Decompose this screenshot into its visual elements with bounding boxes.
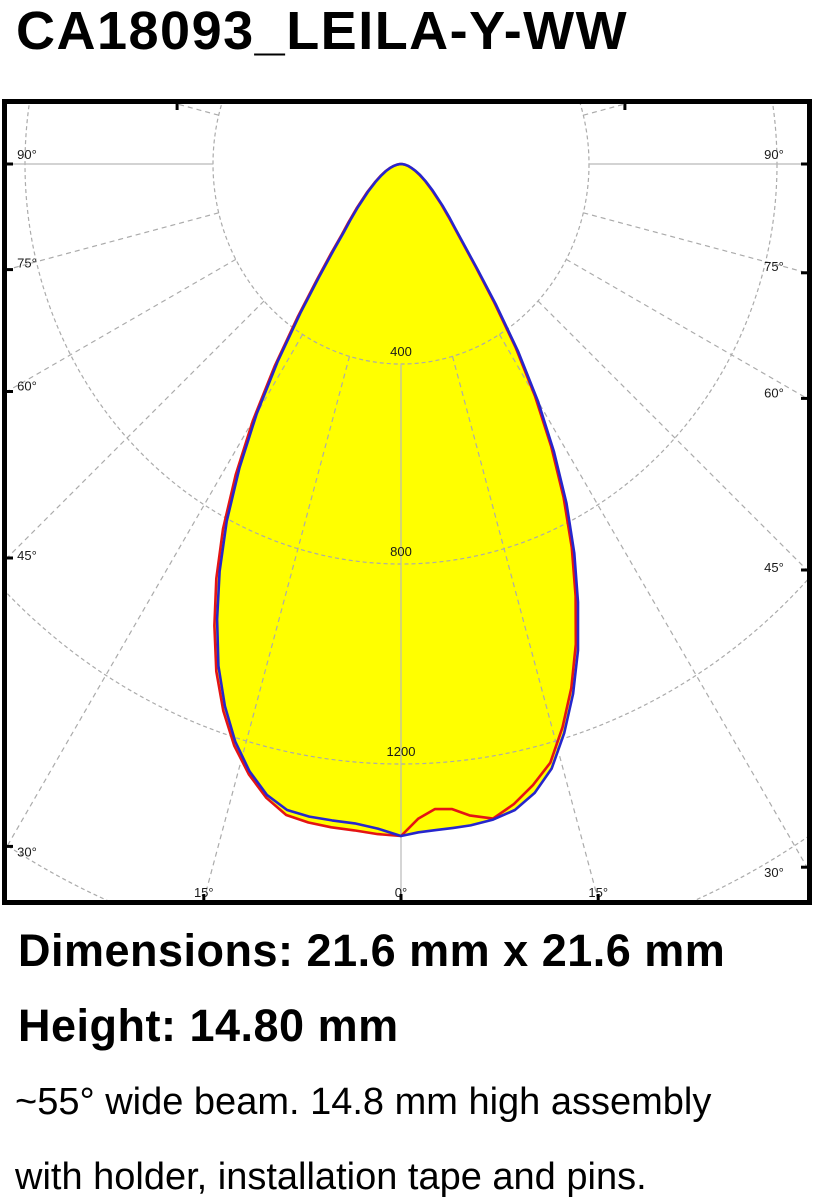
polar-diagram-svg: 400 800 1200 90° 90° 75° 75° 60° 60° 45° 45° 30° 30°… [2, 99, 812, 905]
angle-label-left-15: 15° [194, 885, 214, 900]
angle-label-right-15: 15° [588, 885, 608, 900]
grid-ray-45deg [537, 300, 807, 571]
angle-label-left-60: 60° [17, 379, 37, 394]
ring-label-400: 400 [390, 344, 412, 359]
spec-dimensions: Dimensions: 21.6 mm x 21.6 mm [18, 925, 726, 976]
angle-label-right-60: 60° [764, 385, 784, 400]
grid-ray-105deg [583, 104, 626, 116]
angle-label-left-90: 90° [17, 147, 37, 162]
beam-description-line2: with holder, installation tape and pins. [15, 1156, 647, 1198]
angle-label-right-90: 90° [764, 147, 784, 162]
angle-label-left-30: 30° [17, 844, 37, 859]
beam-fill-plane-C90 [217, 164, 578, 836]
grid-ray--60deg [7, 258, 237, 393]
ring-label-800: 800 [390, 544, 412, 559]
page-title: CA18093_LEILA-Y-WW [16, 1, 629, 61]
angle-label-left-45: 45° [17, 548, 37, 563]
grid-ray-75deg [583, 212, 807, 274]
grid-ray--105deg [176, 104, 219, 116]
grid-ray--75deg [7, 212, 219, 271]
angle-label-right-75: 75° [764, 259, 784, 274]
beam-description-line1: ~55° wide beam. 14.8 mm high assembly [15, 1081, 712, 1123]
chart-frame [2, 99, 812, 905]
angle-label-left-75: 75° [17, 256, 37, 271]
ring-label-1200: 1200 [387, 744, 416, 759]
grid-ray-30deg [498, 334, 807, 868]
spec-height: Height: 14.80 mm [18, 1000, 399, 1051]
angle-label-right-45: 45° [764, 560, 784, 575]
intensity-curve-plane-C90 [215, 162, 580, 838]
polar-chart: 400 800 1200 90° 90° 75° 75° 60° 60° 45° 45° 30° 30°… [0, 95, 820, 910]
angle-label-right-30: 30° [764, 865, 784, 880]
grid-ray--45deg [7, 300, 265, 559]
angle-label-0: 0° [395, 885, 407, 900]
plot-area: 400 800 1200 90° 90° 75° 75° 60° 60° 45° 45° 30° 30°… [7, 104, 807, 900]
grid-ray-60deg [565, 258, 807, 399]
grid-ray--15deg [203, 356, 351, 900]
grid-ray-15deg [451, 356, 599, 900]
